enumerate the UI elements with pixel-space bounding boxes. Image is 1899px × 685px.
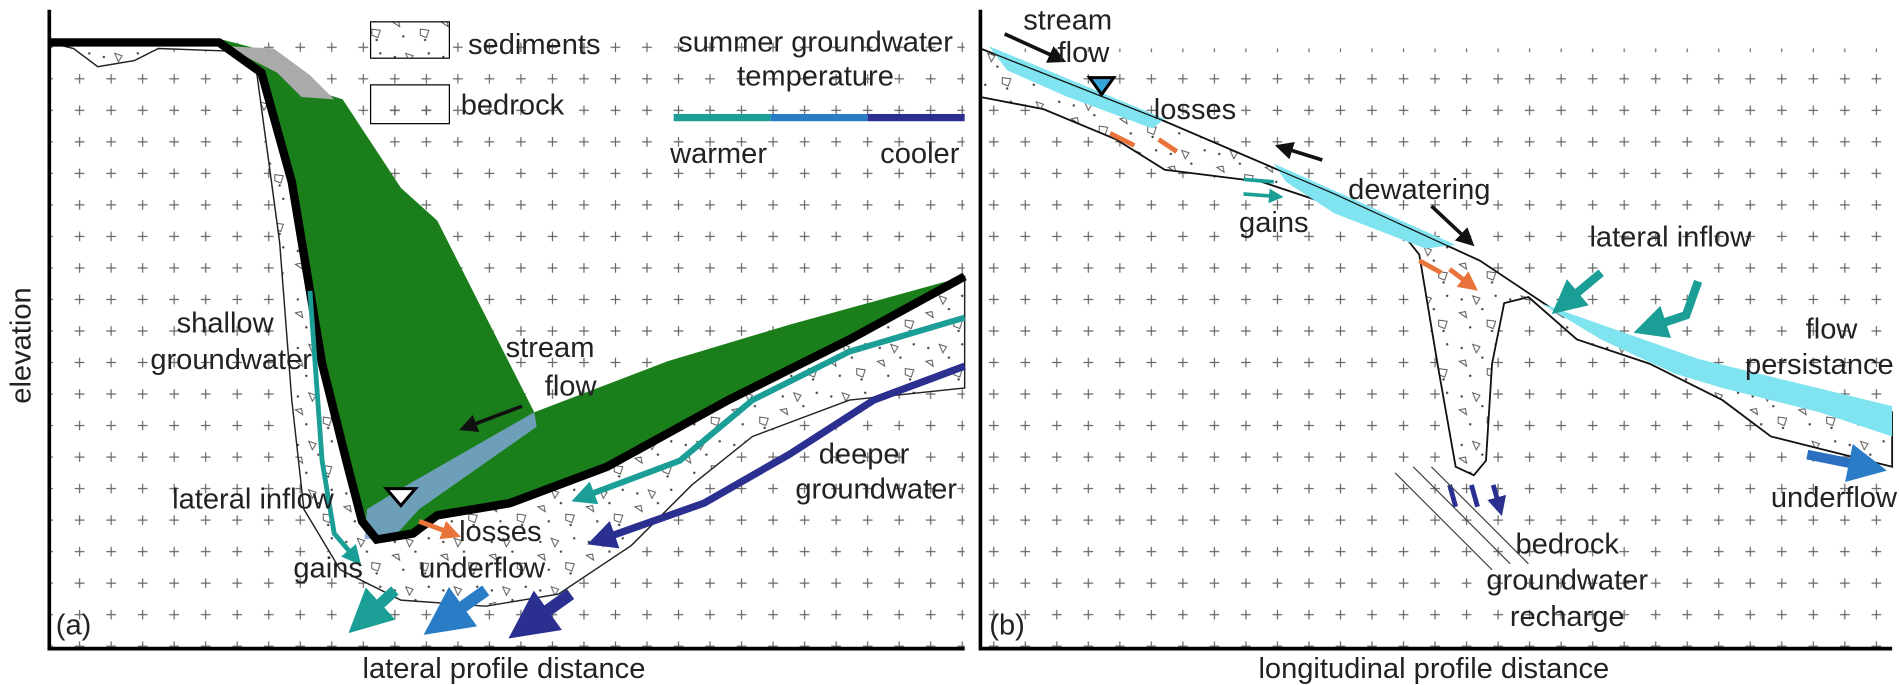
label: stream <box>506 332 595 364</box>
arrow <box>587 362 966 549</box>
label: losses <box>1154 94 1236 126</box>
arrow <box>1430 204 1475 247</box>
legend-swatch <box>369 84 450 125</box>
arrow <box>459 404 523 433</box>
label: recharge <box>1510 601 1625 633</box>
legend-label: bedrock <box>461 89 565 121</box>
temperature-bar <box>673 113 771 122</box>
label: losses <box>459 516 541 548</box>
arrow <box>1274 141 1323 162</box>
panel-a: sediments bedrock summer groundwater tem… <box>5 9 967 685</box>
y-axis-label: elevation <box>5 287 37 403</box>
label: groundwater <box>1486 565 1648 597</box>
arrow <box>423 585 490 635</box>
water-level-symbol <box>383 487 419 508</box>
x-axis-label: lateral profile distance <box>363 653 646 685</box>
temperature-bar <box>770 113 868 122</box>
arrow <box>1003 32 1067 63</box>
label: gains <box>293 553 363 585</box>
vegetation <box>182 38 965 540</box>
panel-label: (a) <box>56 609 92 641</box>
temperature-bar <box>867 113 965 122</box>
legend-swatch <box>369 21 450 59</box>
x-axis-label: longitudinal profile distance <box>1258 653 1609 685</box>
arrow <box>1806 443 1887 482</box>
hatching <box>1394 466 1529 571</box>
arrow <box>307 290 362 566</box>
panel-b: stream flow losses dewatering gains late… <box>978 5 1898 685</box>
water-level-symbol <box>1086 76 1117 98</box>
label: underflow <box>419 553 546 585</box>
axes <box>47 9 965 651</box>
label: deeper <box>819 439 910 471</box>
arrow <box>418 519 461 540</box>
label: lateral inflow <box>1589 222 1752 254</box>
label: dewatering <box>1348 174 1490 206</box>
arrow <box>348 586 399 634</box>
ground-surface <box>980 47 1481 262</box>
label: shallow <box>177 308 275 340</box>
legend-title: summer groundwater <box>678 26 953 58</box>
label: groundwater <box>150 344 312 376</box>
label: flow <box>1058 37 1111 69</box>
label: bedrock <box>1515 528 1619 560</box>
legend-label: cooler <box>880 138 960 170</box>
arrow <box>1447 484 1500 507</box>
label: stream <box>1023 5 1112 37</box>
legend-title: temperature <box>737 60 894 92</box>
legend-label: sediments <box>468 29 601 61</box>
panel-label: (b) <box>989 609 1025 641</box>
arrow <box>571 314 966 505</box>
label: underflow <box>1771 482 1898 514</box>
arrow <box>1243 177 1277 196</box>
legend-label: warmer <box>669 138 767 170</box>
arrow <box>1633 279 1703 339</box>
stream-water <box>1540 303 1893 437</box>
arrow <box>508 589 575 639</box>
label: flow <box>545 371 598 403</box>
label: flow <box>1806 314 1859 346</box>
arrow <box>1551 269 1604 314</box>
axes <box>978 9 1893 651</box>
arrow <box>1109 131 1470 285</box>
stream-water <box>364 412 537 540</box>
label: gains <box>1239 207 1309 239</box>
stream-water <box>1273 163 1456 249</box>
rock-outcrop <box>225 46 335 100</box>
ground-surface <box>49 38 967 545</box>
stream-water <box>988 46 1165 129</box>
label: groundwater <box>795 474 957 506</box>
label: lateral inflow <box>172 483 335 515</box>
label: persistance <box>1745 349 1894 381</box>
